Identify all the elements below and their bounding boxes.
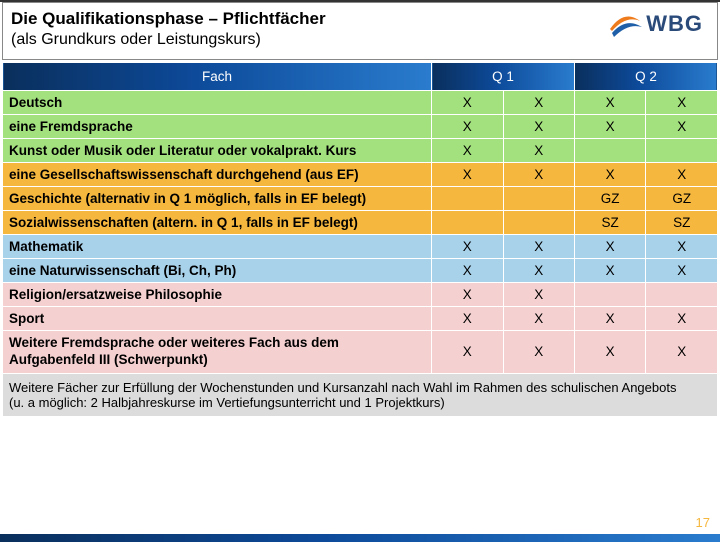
slide-subtitle: (als Grundkurs oder Leistungskurs) bbox=[11, 31, 608, 49]
mark-cell: X bbox=[646, 163, 718, 187]
mark-cell: X bbox=[574, 91, 646, 115]
subject-cell: Mathematik bbox=[3, 235, 432, 259]
mark-cell bbox=[432, 211, 503, 235]
mark-cell bbox=[574, 283, 646, 307]
mark-cell: X bbox=[503, 307, 574, 331]
table-row: DeutschXXXX bbox=[3, 91, 718, 115]
subject-cell: Sport bbox=[3, 307, 432, 331]
subject-cell: Deutsch bbox=[3, 91, 432, 115]
table-row: SportXXXX bbox=[3, 307, 718, 331]
mark-cell: X bbox=[646, 331, 718, 374]
table-row: Weitere Fremdsprache oder weiteres Fach … bbox=[3, 331, 718, 374]
page-number: 17 bbox=[696, 515, 710, 530]
mark-cell: X bbox=[646, 307, 718, 331]
mark-cell: X bbox=[432, 163, 503, 187]
table-row: eine FremdspracheXXXX bbox=[3, 115, 718, 139]
table-row: MathematikXXXX bbox=[3, 235, 718, 259]
subject-cell: Sozialwissenschaften (altern. in Q 1, fa… bbox=[3, 211, 432, 235]
table-row: Kunst oder Musik oder Literatur oder vok… bbox=[3, 139, 718, 163]
mark-cell: X bbox=[432, 91, 503, 115]
col-fach: Fach bbox=[3, 63, 432, 91]
col-q2: Q 2 bbox=[574, 63, 717, 91]
table-row: eine Gesellschaftswissenschaft durchgehe… bbox=[3, 163, 718, 187]
subject-cell: Kunst oder Musik oder Literatur oder vok… bbox=[3, 139, 432, 163]
mark-cell: X bbox=[503, 283, 574, 307]
mark-cell bbox=[646, 283, 718, 307]
mark-cell: X bbox=[503, 163, 574, 187]
subject-cell: eine Fremdsprache bbox=[3, 115, 432, 139]
mark-cell bbox=[574, 139, 646, 163]
footer-note: Weitere Fächer zur Erfüllung der Wochens… bbox=[3, 373, 718, 416]
table-head-row: Fach Q 1 Q 2 bbox=[3, 63, 718, 91]
slide-title: Die Qualifikationsphase – Pflichtfächer bbox=[11, 9, 608, 29]
mark-cell: X bbox=[432, 235, 503, 259]
mark-cell: X bbox=[646, 115, 718, 139]
mark-cell bbox=[503, 187, 574, 211]
subject-cell: Geschichte (alternativ in Q 1 möglich, f… bbox=[3, 187, 432, 211]
mark-cell: X bbox=[503, 331, 574, 374]
mark-cell: X bbox=[646, 91, 718, 115]
mark-cell: GZ bbox=[646, 187, 718, 211]
mark-cell: X bbox=[432, 259, 503, 283]
subject-cell: eine Gesellschaftswissenschaft durchgehe… bbox=[3, 163, 432, 187]
mark-cell: X bbox=[432, 331, 503, 374]
logo-text: WBG bbox=[646, 11, 703, 37]
mark-cell: X bbox=[574, 331, 646, 374]
table-row: eine Naturwissenschaft (Bi, Ch, Ph)XXXX bbox=[3, 259, 718, 283]
mark-cell: SZ bbox=[574, 211, 646, 235]
subject-cell: eine Naturwissenschaft (Bi, Ch, Ph) bbox=[3, 259, 432, 283]
mark-cell: GZ bbox=[574, 187, 646, 211]
mark-cell: X bbox=[432, 139, 503, 163]
subject-cell: Weitere Fremdsprache oder weiteres Fach … bbox=[3, 331, 432, 374]
slide-header: Die Qualifikationsphase – Pflichtfächer … bbox=[2, 2, 718, 60]
logo-swoosh-icon bbox=[608, 9, 642, 39]
col-q1: Q 1 bbox=[432, 63, 575, 91]
table-row: Sozialwissenschaften (altern. in Q 1, fa… bbox=[3, 211, 718, 235]
slide: Die Qualifikationsphase – Pflichtfächer … bbox=[0, 2, 720, 542]
mark-cell: X bbox=[574, 235, 646, 259]
subject-cell: Religion/ersatzweise Philosophie bbox=[3, 283, 432, 307]
mark-cell: X bbox=[503, 91, 574, 115]
mark-cell: X bbox=[432, 307, 503, 331]
mark-cell: SZ bbox=[646, 211, 718, 235]
mark-cell bbox=[432, 187, 503, 211]
subjects-table: Fach Q 1 Q 2 DeutschXXXXeine Fremdsprach… bbox=[2, 62, 718, 417]
mark-cell: X bbox=[503, 139, 574, 163]
wbg-logo: WBG bbox=[608, 9, 709, 39]
mark-cell: X bbox=[574, 259, 646, 283]
table-footer-row: Weitere Fächer zur Erfüllung der Wochens… bbox=[3, 373, 718, 416]
table-row: Geschichte (alternativ in Q 1 möglich, f… bbox=[3, 187, 718, 211]
mark-cell: X bbox=[503, 235, 574, 259]
table-row: Religion/ersatzweise PhilosophieXX bbox=[3, 283, 718, 307]
mark-cell: X bbox=[646, 259, 718, 283]
mark-cell: X bbox=[646, 235, 718, 259]
mark-cell: X bbox=[432, 283, 503, 307]
mark-cell: X bbox=[574, 115, 646, 139]
mark-cell bbox=[646, 139, 718, 163]
mark-cell: X bbox=[574, 163, 646, 187]
mark-cell: X bbox=[503, 115, 574, 139]
mark-cell: X bbox=[432, 115, 503, 139]
mark-cell bbox=[503, 211, 574, 235]
mark-cell: X bbox=[574, 307, 646, 331]
mark-cell: X bbox=[503, 259, 574, 283]
footer-gradient-bar bbox=[0, 534, 720, 542]
table-body: DeutschXXXXeine FremdspracheXXXXKunst od… bbox=[3, 91, 718, 417]
header-text: Die Qualifikationsphase – Pflichtfächer … bbox=[11, 9, 608, 49]
